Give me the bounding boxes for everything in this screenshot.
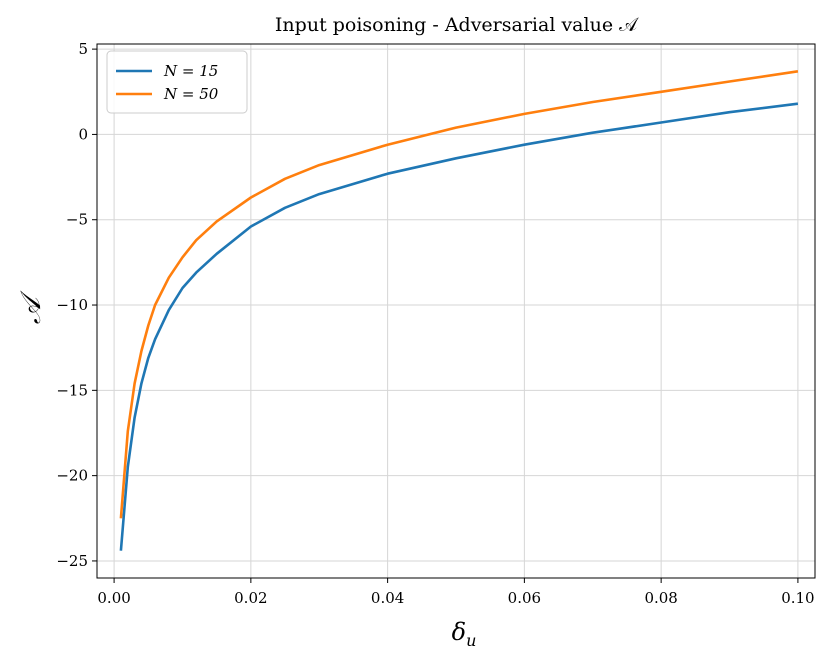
x-axis-label-main: δ: [452, 618, 466, 646]
y-tick-label: −25: [56, 552, 88, 570]
legend: N = 15 N = 50: [106, 50, 248, 114]
x-tick-label: 0.04: [371, 589, 404, 607]
axis-ticks: 0.00 0.02 0.04 0.06 0.08 0.10 −25 −20 −15 −10 −5 0 5: [56, 40, 814, 607]
legend-label: N = 50: [163, 85, 219, 103]
plot-frame: [96, 43, 816, 579]
legend-box: [106, 50, 248, 114]
series-line-2: [119, 70, 799, 519]
y-tick-label: −5: [66, 211, 88, 229]
chart-title: Input poisoning - Adversarial value 𝒜: [275, 14, 639, 36]
x-tick-label: 0.10: [781, 589, 814, 607]
y-tick-label: −15: [56, 381, 88, 399]
x-tick-label: 0.02: [234, 589, 267, 607]
x-tick-label: 0.08: [644, 589, 677, 607]
legend-label: N = 15: [163, 62, 218, 80]
x-axis-label: δu: [452, 618, 477, 650]
x-tick-label: 0.06: [508, 589, 541, 607]
series-lines: [119, 70, 799, 551]
x-axis-label-sub: u: [466, 631, 476, 650]
y-tick-label: 0: [78, 125, 88, 143]
x-tick-label: 0.00: [97, 589, 130, 607]
y-tick-label: 5: [78, 40, 88, 58]
y-tick-label: −20: [56, 467, 88, 485]
series-line-1: [119, 102, 799, 551]
y-tick-label: −10: [56, 296, 88, 314]
grid-lines: [97, 44, 815, 578]
